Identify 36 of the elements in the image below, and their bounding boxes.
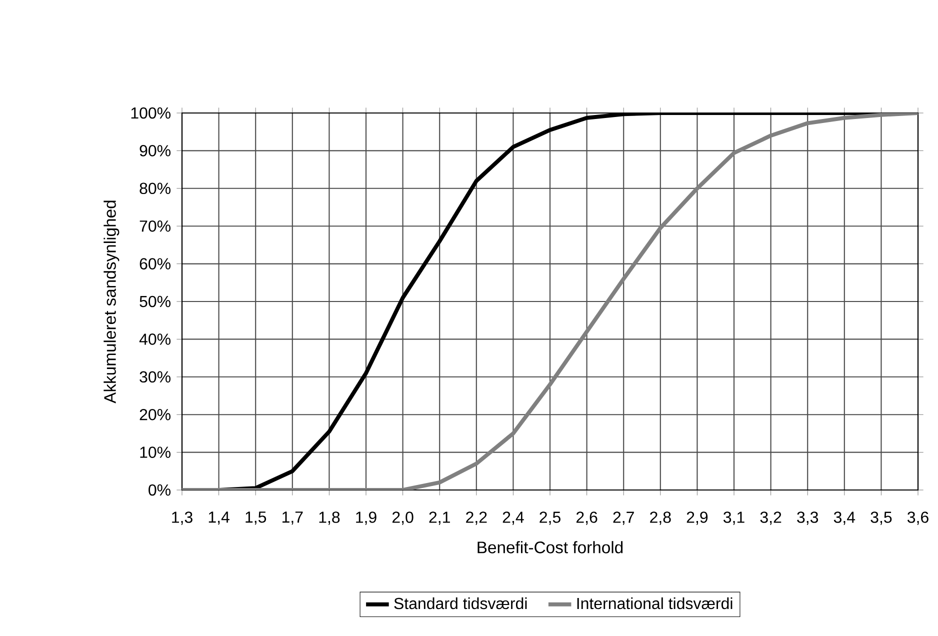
x-tick-label: 2,1 xyxy=(429,512,450,525)
x-tick-label: 3,3 xyxy=(797,512,818,525)
y-tick-label: 60% xyxy=(140,258,170,270)
x-tick-label: 1,9 xyxy=(356,512,376,525)
y-tick-label: 100% xyxy=(131,107,170,119)
y-axis-title: Akkumuleret sandsynlighed xyxy=(104,200,120,404)
y-tick-label: 10% xyxy=(140,446,170,458)
y-tick-label: 80% xyxy=(140,182,170,194)
x-tick-label: 1,4 xyxy=(208,512,230,525)
y-tick-label: 30% xyxy=(140,371,170,383)
y-tick-label: 70% xyxy=(140,220,170,232)
x-tick-label: 1,8 xyxy=(319,512,340,525)
x-tick-label: 3,1 xyxy=(723,512,744,525)
x-tick-label: 2,0 xyxy=(392,512,414,525)
x-tick-label: 2,9 xyxy=(686,512,708,525)
y-tick-label: 50% xyxy=(140,296,170,308)
x-tick-label: 2,7 xyxy=(613,512,634,525)
x-tick-label: 2,5 xyxy=(540,512,560,525)
y-tick-label: 90% xyxy=(140,145,170,156)
x-tick-label: 2,4 xyxy=(502,512,524,525)
x-tick-label: 2,8 xyxy=(650,512,671,525)
x-tick-label: 1,3 xyxy=(172,512,192,525)
x-tick-label: 3,6 xyxy=(907,512,928,525)
legend-label: International tidsværdi xyxy=(577,597,732,610)
x-tick-label: 1,7 xyxy=(282,512,303,525)
x-tick-label: 2,2 xyxy=(466,512,487,525)
y-tick-label: 0% xyxy=(148,484,170,496)
x-tick-label: 3,4 xyxy=(834,512,856,525)
legend-label: Standard tidsværdi xyxy=(394,597,527,610)
x-tick-label: 3,5 xyxy=(870,512,892,525)
x-tick-label: 3,2 xyxy=(760,512,782,525)
x-axis-title: Benefit-Cost forhold xyxy=(478,541,623,554)
y-tick-label: 40% xyxy=(139,334,170,345)
y-tick-label: 20% xyxy=(140,408,170,420)
x-tick-label: 2,6 xyxy=(576,512,598,525)
x-tick-label: 1,5 xyxy=(246,512,266,525)
